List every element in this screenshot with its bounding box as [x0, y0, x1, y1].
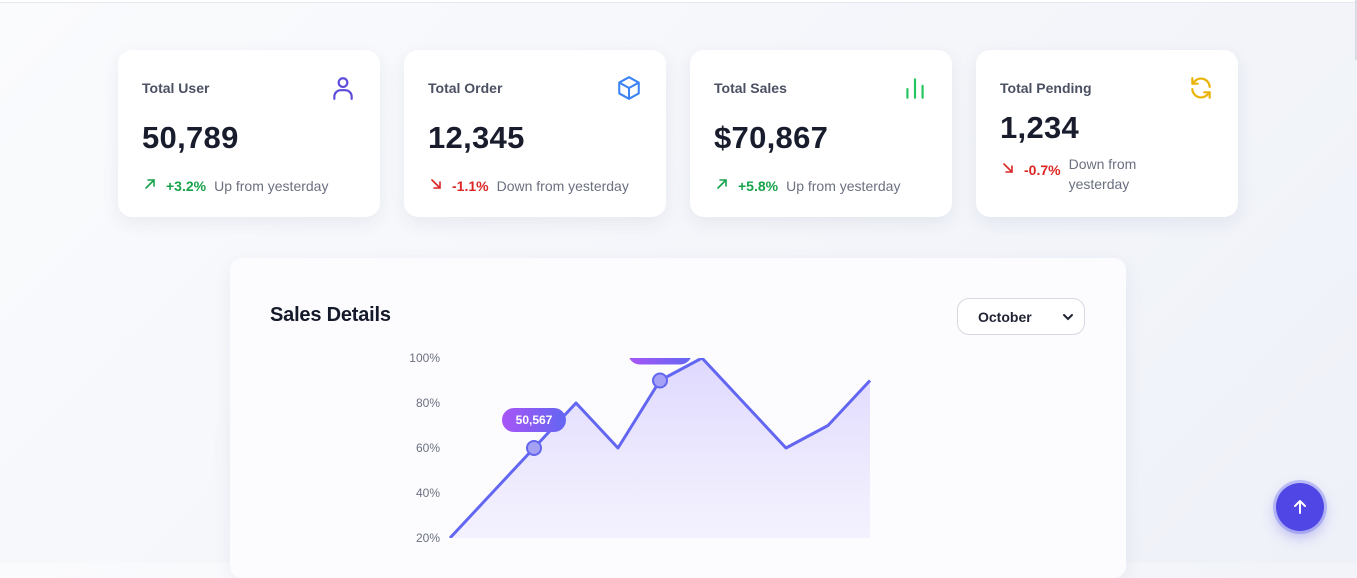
trend-text: Up from yesterday: [214, 178, 329, 194]
y-tick-label: 100%: [409, 351, 440, 365]
sales-area: [450, 358, 870, 538]
stat-trend: +5.8% Up from yesterday: [714, 176, 900, 196]
stat-title: Total User: [142, 80, 210, 96]
y-tick-label: 20%: [416, 531, 440, 545]
month-select[interactable]: October: [957, 298, 1085, 335]
y-tick-label: 60%: [416, 441, 440, 455]
stat-value: 1,234: [1000, 110, 1080, 145]
chevron-down-icon: [1063, 313, 1073, 320]
stat-trend: -1.1% Down from yesterday: [428, 176, 629, 196]
stat-card-total-order: Total Order 12,345 -1.1% Down from yeste…: [404, 50, 666, 217]
trend-value: -1.1%: [452, 178, 489, 194]
data-point-marker[interactable]: [652, 372, 668, 389]
data-point-tooltip: 50,567: [502, 408, 566, 432]
sales-details-panel: Sales Details October 20% 40% 60% 80% 100% 5…: [230, 258, 1126, 578]
box-icon: [618, 76, 640, 100]
data-point-tooltip: [629, 358, 691, 365]
y-tick-label: 40%: [416, 486, 440, 500]
scrollbar-edge[interactable]: [1355, 0, 1357, 60]
stat-trend: +3.2% Up from yesterday: [142, 176, 328, 196]
stat-card-total-user: Total User 50,789 +3.2% Up from yesterda…: [118, 50, 380, 217]
trend-value: -0.7%: [1024, 162, 1061, 178]
stat-title: Total Pending: [1000, 80, 1092, 96]
sales-title: Sales Details: [270, 304, 391, 326]
stat-trend: -0.7% Down from yesterday: [1000, 154, 1159, 194]
stat-value: 50,789: [142, 120, 239, 155]
stat-value: 12,345: [428, 120, 525, 155]
trend-text: Down from yesterday: [496, 178, 629, 194]
trend-value: +5.8%: [738, 178, 779, 194]
trend-up-icon: [717, 179, 727, 189]
trend-down-icon: [431, 179, 441, 189]
arrow-up-icon: [1294, 500, 1306, 514]
stat-card-total-pending: Total Pending 1,234 -0.7% Down from yest…: [976, 50, 1238, 217]
trend-down-icon: [1003, 163, 1013, 173]
sales-chart: 20% 40% 60% 80% 100% 50,567: [409, 351, 872, 545]
scroll-to-top-button[interactable]: [1276, 483, 1324, 531]
trend-text: Up from yesterday: [786, 178, 901, 194]
trend-text: Down from yesterday: [1068, 156, 1137, 192]
stat-card-total-sales: Total Sales $70,867 +5.8% Up from yester…: [690, 50, 952, 217]
stat-value: $70,867: [714, 120, 829, 155]
user-icon: [333, 77, 353, 100]
data-point-label: 50,567: [516, 413, 553, 427]
data-point-marker[interactable]: [526, 440, 542, 456]
stat-title: Total Sales: [714, 80, 787, 96]
y-tick-label: 80%: [416, 396, 440, 410]
trend-up-icon: [145, 179, 155, 189]
y-axis: 20% 40% 60% 80% 100%: [409, 351, 440, 545]
month-select-value: October: [978, 308, 1032, 325]
bar-chart-icon: [906, 78, 924, 99]
refresh-icon: [1191, 77, 1211, 99]
trend-value: +3.2%: [166, 178, 207, 194]
top-border: [0, 0, 1357, 3]
stat-title: Total Order: [428, 80, 503, 96]
